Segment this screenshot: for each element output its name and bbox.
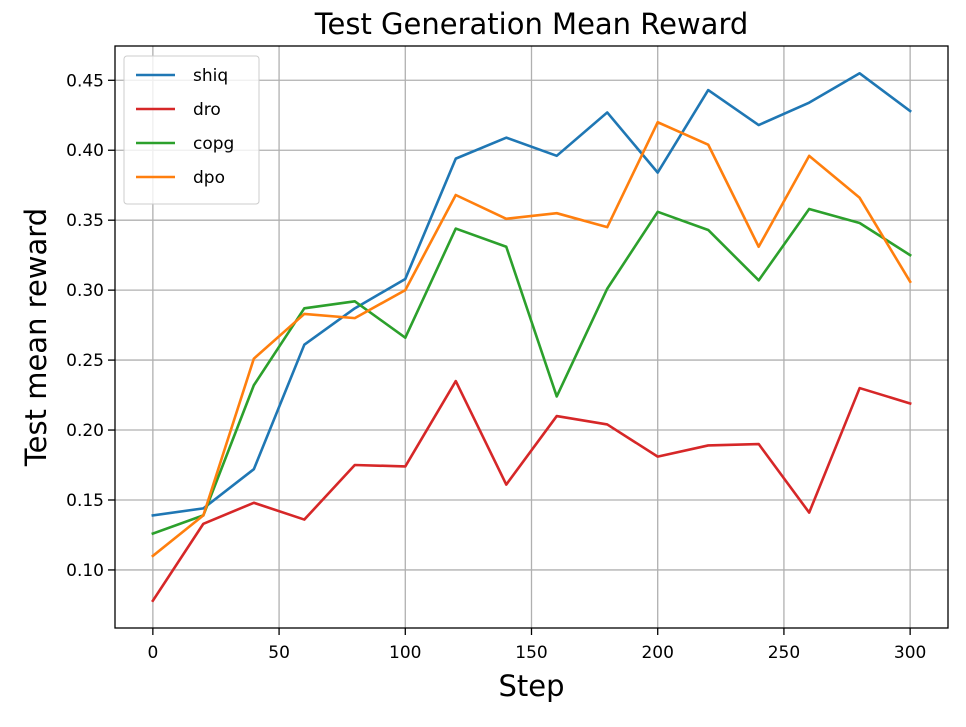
x-tick-label: 250 bbox=[768, 643, 800, 663]
legend-label-shiq: shiq bbox=[193, 66, 228, 86]
y-tick-label: 0.40 bbox=[66, 141, 104, 161]
series-line-dro bbox=[151, 379, 912, 603]
series-lines bbox=[151, 71, 912, 603]
grid bbox=[115, 46, 948, 628]
legend-label-dro: dro bbox=[193, 100, 221, 120]
y-tick-label: 0.10 bbox=[66, 561, 104, 581]
legend-label-dpo: dpo bbox=[193, 168, 225, 188]
y-tick-label: 0.15 bbox=[66, 491, 104, 511]
legend-label-copg: copg bbox=[193, 134, 234, 154]
x-tick-label: 100 bbox=[389, 643, 421, 663]
series-line-copg bbox=[151, 207, 912, 536]
chart-title: Test Generation Mean Reward bbox=[314, 7, 749, 41]
series-line-dpo bbox=[151, 120, 912, 558]
y-tick-label: 0.25 bbox=[66, 351, 104, 371]
series-line-shiq bbox=[151, 71, 912, 517]
x-axis-title: Step bbox=[498, 669, 564, 703]
x-tick-label: 150 bbox=[515, 643, 547, 663]
legend-box bbox=[123, 55, 260, 205]
y-tick-label: 0.20 bbox=[66, 421, 104, 441]
y-tick-label: 0.35 bbox=[66, 211, 104, 231]
y-axis-title: Test mean reward bbox=[19, 208, 53, 467]
x-tick-label: 200 bbox=[641, 643, 673, 663]
ticks: 0 50 100 150 200 250 300 0.10 0.15 0.20 0.25 0.30 0.… bbox=[66, 71, 926, 663]
y-tick-label: 0.30 bbox=[66, 281, 104, 301]
y-tick-label: 0.45 bbox=[66, 71, 104, 91]
legend: shiq dro copg dpo bbox=[123, 55, 260, 205]
x-tick-label: 300 bbox=[894, 643, 926, 663]
x-tick-label: 50 bbox=[268, 643, 290, 663]
x-tick-label: 0 bbox=[147, 643, 158, 663]
